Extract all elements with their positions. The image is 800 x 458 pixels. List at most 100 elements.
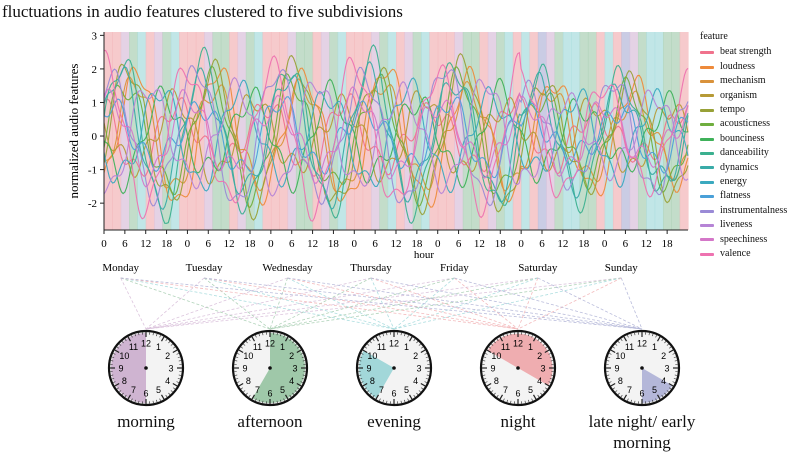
clock-tick <box>550 360 554 362</box>
clock-tick <box>483 378 487 380</box>
clock-tick <box>302 360 306 362</box>
clock-tick <box>627 334 629 338</box>
clock-tick <box>607 356 611 358</box>
clock-tick <box>382 399 384 403</box>
day-label: Friday <box>440 262 469 274</box>
clock-number: 7 <box>131 385 136 395</box>
clock-tick <box>610 382 616 387</box>
band-night <box>512 32 522 230</box>
clock-tick <box>300 353 304 355</box>
clock-tick <box>532 394 537 400</box>
clock-tick <box>236 353 240 355</box>
clock-tick <box>413 394 416 398</box>
series-line-valence <box>103 49 689 222</box>
clock-tick <box>296 349 302 354</box>
legend-item: instrumentalness <box>700 204 787 218</box>
legend-label: tempo <box>720 104 745 116</box>
clock-tick <box>488 346 492 349</box>
clock-tick <box>655 398 657 402</box>
clock-tick <box>276 332 278 336</box>
clock-tick <box>379 398 381 402</box>
clock-tick <box>262 332 264 336</box>
clock-tick <box>235 356 239 358</box>
clock-tick <box>111 378 115 380</box>
legend-item: liveness <box>700 218 787 232</box>
clock-tick <box>358 360 362 362</box>
clock-tick <box>255 334 257 338</box>
clock-tick <box>172 382 178 387</box>
band-morning <box>204 32 214 230</box>
clock-tick <box>134 399 136 403</box>
clock-number: 8 <box>370 376 375 386</box>
clock-tick <box>548 353 552 355</box>
legend-swatch <box>700 209 714 213</box>
band-night <box>145 32 155 230</box>
clock-tick <box>674 374 678 376</box>
clock-tick <box>301 378 305 380</box>
clock-tick <box>112 353 116 355</box>
clock-tick <box>177 378 181 380</box>
clock-tick <box>673 356 677 358</box>
connector-line <box>204 277 395 330</box>
clock-number: 10 <box>367 351 377 361</box>
x-tick-label: 18 <box>578 238 590 250</box>
legend-label: acousticness <box>720 118 770 130</box>
x-tick-label: 12 <box>307 238 318 250</box>
clock-tick <box>152 332 154 336</box>
clock-tick <box>615 343 618 346</box>
clock-tick <box>238 349 244 354</box>
clock-center <box>144 366 148 370</box>
connector-line <box>145 277 455 330</box>
clock-tick <box>258 399 260 403</box>
clock-tick <box>360 353 364 355</box>
clock-tick <box>620 338 623 342</box>
clock-tick <box>172 387 176 390</box>
clock-tick <box>607 378 611 380</box>
clock-tick <box>236 381 240 383</box>
clock-tick <box>542 343 545 346</box>
clock-tick <box>248 338 251 342</box>
band-night <box>612 32 622 230</box>
clock-tick <box>488 387 492 390</box>
clock-wedge <box>487 333 553 386</box>
clock-tick <box>404 333 406 337</box>
clock-number: 9 <box>242 364 247 374</box>
band-night <box>429 32 439 230</box>
clock-tick <box>362 349 368 354</box>
clock-tick <box>634 332 636 336</box>
x-tick-label: 18 <box>662 238 674 250</box>
clock-tick <box>425 356 429 358</box>
clock-number: 5 <box>156 385 161 395</box>
clock-tick <box>362 382 368 387</box>
clock-tick <box>110 374 114 376</box>
legend-title: feature <box>700 31 728 42</box>
day-label: Tuesday <box>186 262 223 274</box>
clock-number: 5 <box>404 385 409 395</box>
clock-tick <box>413 338 416 342</box>
clock-number: 4 <box>661 376 666 386</box>
clock-tick <box>420 349 426 354</box>
series-line-speechiness <box>103 86 689 188</box>
clock-tick <box>407 334 409 338</box>
band-afternoon <box>587 32 597 230</box>
clock-number: 4 <box>413 376 418 386</box>
clock-tick <box>367 343 370 346</box>
clock-tick <box>375 394 380 400</box>
clock-tick <box>116 346 120 349</box>
legend-swatch <box>700 238 714 242</box>
clock-wedge <box>111 333 146 403</box>
band-evening <box>571 32 581 230</box>
clock-tick <box>655 334 657 338</box>
clock-tick <box>652 333 654 337</box>
legend-swatch <box>700 166 714 170</box>
clock-tick <box>610 349 616 354</box>
connector-line <box>393 277 455 330</box>
connector-line <box>203 277 271 330</box>
clock-tick <box>630 399 632 403</box>
clock-tick <box>262 400 264 404</box>
legend-swatch <box>700 51 714 55</box>
clock-center <box>640 366 644 370</box>
clock-tick <box>255 398 257 402</box>
y-tick-label: 3 <box>92 30 98 42</box>
